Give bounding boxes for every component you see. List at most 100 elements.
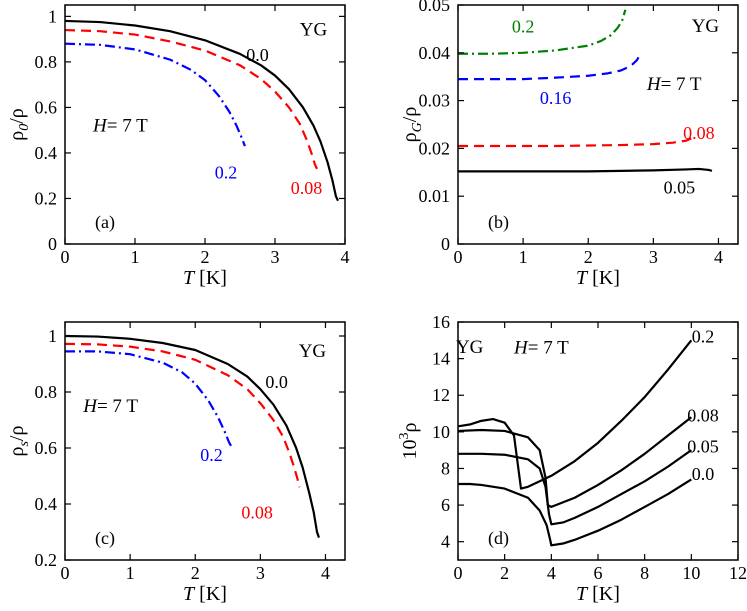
x-tick-label: 4 xyxy=(714,247,723,267)
y-tick-label: 0.2 xyxy=(35,188,58,208)
series-label-0.2: 0.2 xyxy=(512,17,535,37)
field-annotation: H= 7 T xyxy=(646,73,702,94)
panel-label: (c) xyxy=(95,528,115,549)
x-tick-label: 10 xyxy=(682,563,700,583)
series-line-0.2 xyxy=(458,339,693,490)
y-tick-label: 0.04 xyxy=(419,43,451,63)
annotation-part: = 7 T xyxy=(528,337,569,358)
series-label-0.05: 0.05 xyxy=(664,178,696,198)
series-line-0.0 xyxy=(65,334,320,538)
y-axis-label: ρG/ρ xyxy=(399,107,425,143)
y-axis-label-superscript: 3 xyxy=(397,432,412,439)
y-axis-label: 103ρ xyxy=(397,422,421,459)
annotation-part: = 7 T xyxy=(107,115,148,136)
y-tick-label: 0.4 xyxy=(35,143,58,163)
y-tick-label: 10 xyxy=(432,422,450,442)
y-tick-label: 8 xyxy=(441,458,450,478)
x-tick-label: 2 xyxy=(201,247,210,267)
annotation-part: H xyxy=(92,115,108,136)
panel-d: 0.2 0.08 0.05 0.0 0 2 4 6 8 10 12 4 6 8 10 12 14 16 T [K] 1… xyxy=(397,312,747,605)
x-axis-label-unit: [K] xyxy=(194,267,227,289)
x-axis-label: T [K] xyxy=(576,583,620,605)
x-axis-label-unit: [K] xyxy=(587,267,620,289)
y-axis-label-main: ρ xyxy=(6,131,28,141)
series-line-0.2 xyxy=(65,42,246,147)
x-axis-label-symbol: T xyxy=(183,583,196,605)
series-line-0.05 xyxy=(458,449,692,526)
x-tick-label: 1 xyxy=(131,247,140,267)
y-axis-label-main: 10 xyxy=(399,439,421,459)
y-axis-label-main: ρ xyxy=(6,446,28,456)
series-label-0.2: 0.2 xyxy=(215,162,238,182)
annotation-part: = 7 T xyxy=(97,396,138,417)
series-line-0.2 xyxy=(65,350,234,449)
series-label-0.08: 0.08 xyxy=(687,405,719,425)
y-tick-label: 4 xyxy=(441,532,450,552)
y-axis-label-subscript: G xyxy=(410,122,425,132)
series-label-0.2: 0.2 xyxy=(200,445,223,465)
series-line-0.0 xyxy=(65,19,339,202)
y-tick-label: 12 xyxy=(432,385,450,405)
y-tick-label: 0.8 xyxy=(35,52,58,72)
y-tick-label: 1 xyxy=(48,6,57,26)
series-line-0.05 xyxy=(458,167,713,173)
y-axis-label-subscript: 0 xyxy=(17,124,32,131)
y-tick-label: 0.2 xyxy=(35,550,58,570)
y-tick-label: 0.01 xyxy=(419,186,451,206)
y-axis-label: ρs/ρ xyxy=(6,425,32,456)
y-axis-label-main: ρ xyxy=(399,132,421,142)
y-tick-label: 0 xyxy=(48,234,57,254)
x-tick-label: 0 xyxy=(61,563,70,583)
panel-a: 0.00.080.20 1 2 3 400.20.40.60.81T [K]ρ0/ρ(a… xyxy=(6,4,350,289)
x-tick-label: 0 xyxy=(454,563,463,583)
x-axis-label: T [K] xyxy=(576,267,620,289)
x-tick-label: 3 xyxy=(271,247,280,267)
y-axis-label-rest: /ρ xyxy=(399,107,421,123)
x-tick-label: 0 xyxy=(61,247,70,267)
y-tick-label: 0.4 xyxy=(35,494,58,514)
y-tick-label: 0.03 xyxy=(419,91,451,111)
x-axis-label-unit: [K] xyxy=(194,583,227,605)
series-line-0.08 xyxy=(458,136,693,148)
plot-frame xyxy=(457,4,739,245)
model-annotation: YG xyxy=(300,20,328,41)
x-axis-label: T [K] xyxy=(183,583,227,605)
y-tick-label: 0 xyxy=(441,234,450,254)
series-label-0.0: 0.0 xyxy=(246,45,269,65)
x-tick-label: 4 xyxy=(547,563,556,583)
y-tick-label: 0.02 xyxy=(419,138,451,158)
annotation-part: H xyxy=(646,73,662,94)
y-tick-label: 16 xyxy=(432,312,450,332)
series-line-0.2 xyxy=(458,9,627,55)
annotation-part: H xyxy=(82,396,98,417)
y-tick-label: 0.6 xyxy=(35,97,58,117)
series-label-0.0: 0.0 xyxy=(692,464,715,484)
field-annotation: H= 7 T xyxy=(82,396,138,417)
x-tick-label: 4 xyxy=(321,563,330,583)
x-axis-label-symbol: T xyxy=(576,267,589,289)
x-tick-label: 8 xyxy=(640,563,649,583)
y-axis-label-rest: ρ xyxy=(399,422,421,432)
x-tick-label: 2 xyxy=(584,247,593,267)
field-annotation: H= 7 T xyxy=(513,337,569,358)
y-axis-label-subscript: s xyxy=(17,441,32,447)
series-line-0.08 xyxy=(65,342,301,488)
x-tick-label: 2 xyxy=(191,563,200,583)
series-line-0.08 xyxy=(458,416,693,509)
panel-label: (b) xyxy=(488,212,509,233)
x-axis-label-symbol: T xyxy=(576,583,589,605)
x-axis-label: T [K] xyxy=(183,267,227,289)
x-axis-label-symbol: T xyxy=(183,267,196,289)
x-tick-label: 6 xyxy=(594,563,603,583)
panel-c: 0.00.080.20 1 2 3 40.20.40.60.81T [K]ρs/ρ(c)… xyxy=(6,321,346,605)
x-tick-label: 1 xyxy=(519,247,528,267)
series-label-0.08: 0.08 xyxy=(683,123,715,143)
series-label-0.2: 0.2 xyxy=(692,327,715,347)
y-tick-label: 14 xyxy=(432,349,450,369)
plot-frame xyxy=(64,321,346,561)
series-label-0.16: 0.16 xyxy=(540,88,572,108)
series-line-0.08 xyxy=(65,28,318,170)
y-tick-label: 0.6 xyxy=(35,438,58,458)
y-axis-label-rest: /ρ xyxy=(6,425,28,441)
